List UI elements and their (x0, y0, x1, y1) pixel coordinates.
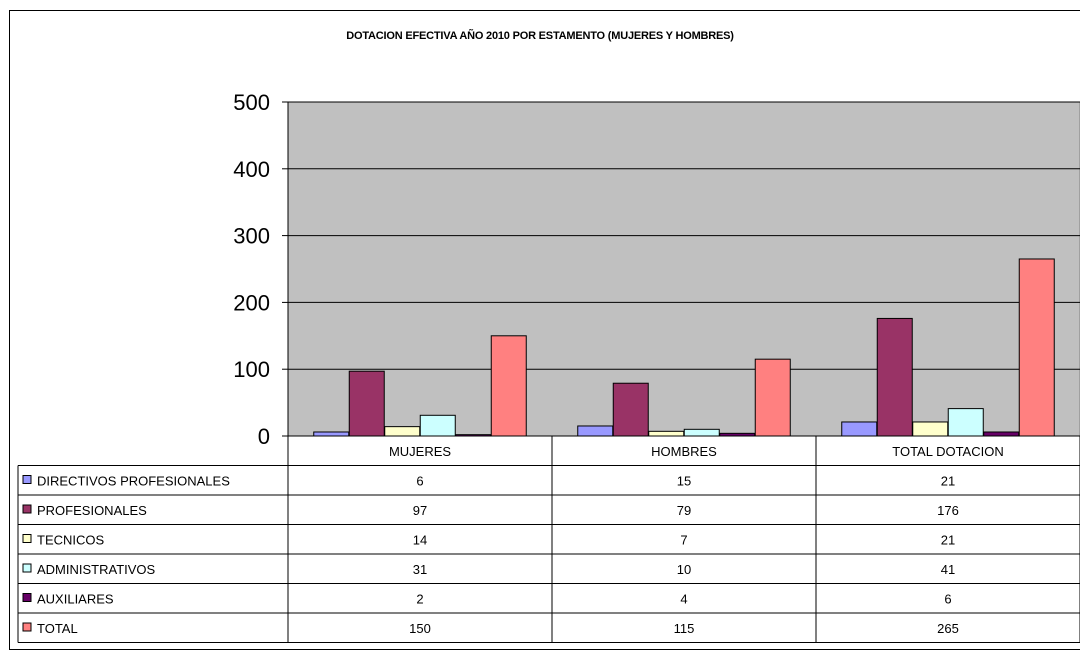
legend-label: TOTAL (37, 621, 78, 636)
bar (384, 426, 421, 437)
y-tick-label: 500 (233, 90, 270, 115)
y-tick-label: 0 (258, 424, 270, 449)
y-tick-label: 100 (233, 357, 270, 382)
plot-background (287, 101, 1080, 437)
data-label: 15 (677, 474, 691, 489)
category-label: HOMBRES (651, 444, 717, 459)
legend-label: ADMINISTRATIVOS (37, 562, 156, 577)
bar (912, 421, 949, 437)
data-label: 265 (937, 621, 959, 636)
plot-area (287, 101, 1080, 437)
bar (648, 430, 685, 437)
bar (577, 425, 614, 437)
bar (841, 421, 878, 437)
legend-swatch (22, 504, 32, 514)
bar (754, 358, 791, 437)
data-label: 14 (413, 533, 427, 548)
bar (612, 382, 649, 437)
legend-label: DIRECTIVOS PROFESIONALES (37, 474, 230, 489)
bar (947, 408, 984, 437)
bar (876, 317, 913, 437)
legend-swatch (22, 622, 32, 632)
category-label: MUJERES (389, 444, 451, 459)
legend-label: TECNICOS (37, 533, 105, 548)
data-label: 97 (413, 503, 427, 518)
category-label: TOTAL DOTACION (892, 444, 1003, 459)
data-label: 21 (941, 474, 955, 489)
data-label: 31 (413, 562, 427, 577)
data-label: 21 (941, 533, 955, 548)
bar (490, 335, 527, 437)
bar (313, 431, 350, 437)
data-label: 2 (416, 592, 423, 607)
legend-swatch (22, 534, 32, 543)
chart-title: DOTACION EFECTIVA AÑO 2010 POR ESTAMENTO… (346, 30, 734, 42)
data-label: 7 (680, 533, 687, 548)
legend-swatch (22, 563, 32, 573)
data-label: 176 (937, 503, 959, 518)
bar (1018, 258, 1055, 437)
data-label: 6 (416, 474, 423, 489)
data-table: MUJERES HOMBRES TOTAL DOTACION DIRECTIVOS P… (17, 435, 1080, 643)
legend-swatch (22, 593, 32, 602)
legend-swatch (22, 475, 32, 484)
data-label: 4 (680, 592, 687, 607)
data-label: 115 (674, 621, 695, 636)
y-axis: 0 100 200 300 400 500 (233, 90, 289, 449)
bar (348, 370, 385, 437)
bar (419, 414, 456, 437)
y-tick-label: 300 (233, 224, 270, 249)
data-label: 10 (677, 562, 691, 577)
legend-label: PROFESIONALES (37, 503, 147, 518)
y-tick-label: 200 (233, 290, 270, 315)
data-label: 150 (409, 621, 431, 636)
data-label: 6 (944, 592, 951, 607)
y-tick-label: 400 (233, 157, 270, 182)
data-label: 41 (941, 562, 955, 577)
bar (983, 431, 1020, 437)
bars (313, 258, 1055, 437)
data-label: 79 (677, 503, 691, 518)
legend-label: AUXILIARES (37, 592, 114, 607)
bar (683, 428, 720, 437)
